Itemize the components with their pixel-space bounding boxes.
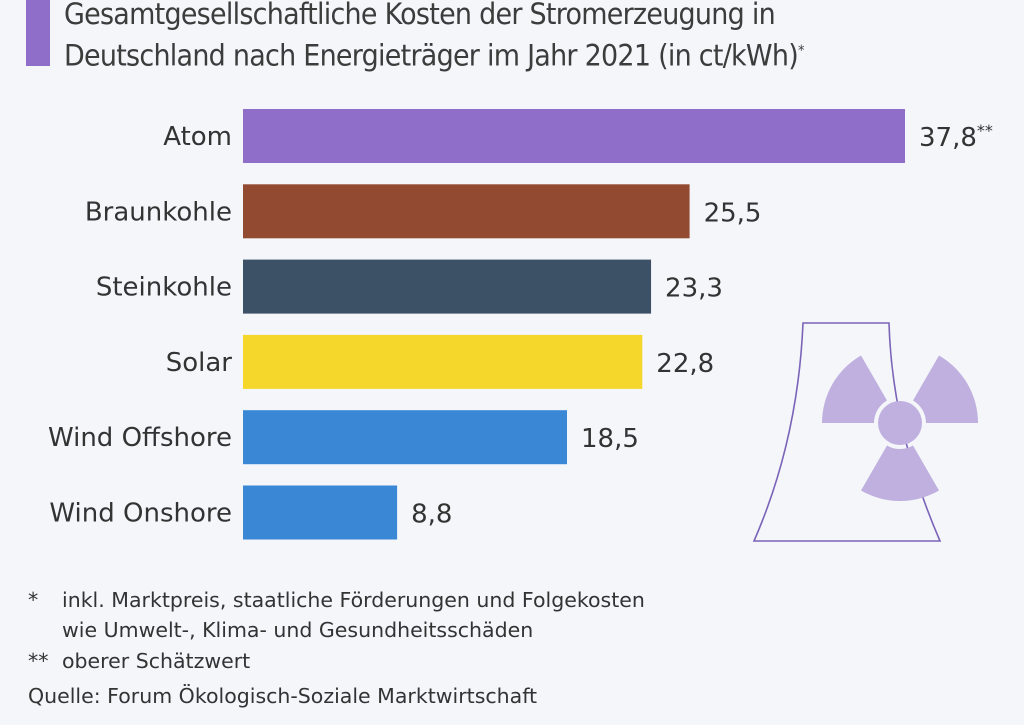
bar-solar [243, 334, 643, 389]
bar-wind-onshore [243, 485, 398, 540]
value-label: 22,8 [656, 349, 714, 379]
radiation-blade [822, 355, 887, 423]
value-label: 37,8** [919, 121, 993, 153]
title-footnote-mark: * [797, 43, 805, 59]
footnote-mark: * [28, 588, 39, 612]
footnote-text: inkl. Marktpreis, staatliche Förderungen… [62, 588, 645, 612]
footnote-text: oberer Schätzwert [62, 649, 251, 673]
title-accent-bar [26, 0, 50, 66]
bar-wind-offshore [243, 410, 567, 465]
radiation-center [878, 401, 922, 445]
footnote-mark: ** [28, 649, 49, 673]
category-label: Wind Offshore [48, 423, 232, 453]
bar-chart: Atom 37,8** Braunkohle 25,5 Steinkohle 23,3 So… [48, 109, 993, 540]
category-label: Braunkohle [85, 197, 232, 227]
value-label: 8,8 [411, 500, 452, 530]
bar-steinkohle [243, 259, 652, 314]
nuclear-plant-icon [752, 322, 978, 542]
category-label: Steinkohle [96, 273, 232, 303]
title-line-2-text: Deutschland nach Energieträger im Jahr 2… [64, 38, 799, 73]
title-line-1: Gesamtgesellschaftliche Kosten der Strom… [64, 0, 776, 31]
bar-braunkohle [243, 184, 690, 239]
value-label: 18,5 [581, 424, 639, 454]
category-label: Solar [166, 348, 233, 378]
value-label: 25,5 [704, 198, 762, 228]
footnote-1-cont: wie Umwelt-, Klima- und Gesundheitsschäd… [28, 618, 533, 642]
source: Quelle: Forum Ökologisch-Soziale Marktwi… [28, 684, 538, 708]
value-label: 23,3 [665, 274, 723, 304]
radiation-blade [861, 445, 939, 501]
title-line-2: Deutschland nach Energieträger im Jahr 2… [64, 33, 805, 75]
footnote-1: * inkl. Marktpreis, staatliche Förderunge… [28, 588, 645, 612]
radiation-blade [913, 355, 978, 423]
category-label: Wind Onshore [49, 499, 232, 529]
bar-atom [243, 109, 905, 163]
category-label: Atom [163, 122, 232, 152]
footnote-text: wie Umwelt-, Klima- und Gesundheitsschäd… [62, 618, 534, 642]
chart-title: Gesamtgesellschaftliche Kosten der Strom… [64, 0, 805, 75]
footnote-2: ** oberer Schätzwert [28, 649, 250, 673]
